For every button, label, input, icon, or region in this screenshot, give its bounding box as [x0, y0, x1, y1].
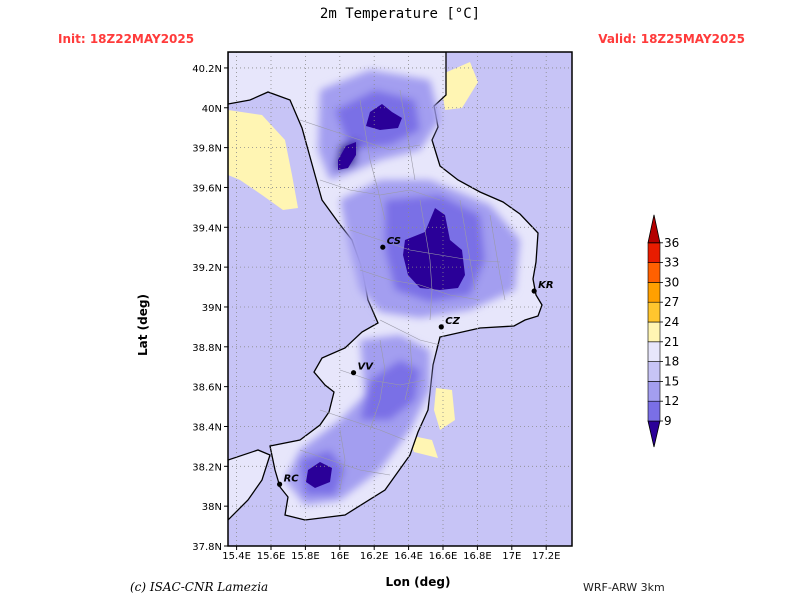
colorbar-label: 36 — [664, 236, 679, 250]
city-label: VV — [358, 362, 375, 373]
cold-cores — [306, 104, 465, 488]
lat-tick-label: 38.4N — [192, 422, 222, 433]
city-label: RC — [284, 473, 300, 484]
map-title: 2m Temperature [°C] — [319, 6, 481, 22]
colorbar-label: 12 — [664, 394, 679, 408]
colorbar-label: 33 — [664, 256, 679, 270]
colorbar-bottom-arrow — [647, 420, 661, 448]
lat-tick-label: 37.8N — [192, 542, 222, 553]
valid-time-label: Valid: 18Z25MAY2025 — [598, 32, 745, 46]
lat-tick-label: 39N — [202, 303, 222, 314]
colorbar-cell — [647, 282, 661, 303]
colorbar-label: 27 — [664, 295, 679, 309]
lon-tick-label: 15.6E — [257, 551, 286, 562]
city-dot — [531, 288, 537, 294]
warm-patch-east — [434, 388, 455, 430]
lat-tick-label: 39.4N — [192, 223, 222, 234]
init-time-label: Init: 18Z22MAY2025 — [58, 32, 195, 46]
colorbar-cell — [647, 381, 661, 402]
city-dot — [350, 370, 357, 376]
lat-tick-label: 40.2N — [192, 64, 222, 75]
lon-tick-label: 16E — [330, 551, 349, 562]
city-label: CS — [387, 236, 401, 247]
lon-tick-label: 16.8E — [463, 551, 492, 562]
lat-tick-label: 40N — [202, 104, 222, 115]
lat-tick-label: 39.2N — [192, 263, 222, 274]
city-dot — [380, 244, 386, 250]
lon-tick-label: 16.4E — [394, 551, 423, 562]
lat-tick-label: 38.6N — [192, 383, 222, 394]
lat-tick-label: 39.6N — [192, 183, 222, 194]
colorbar-label: 24 — [664, 315, 679, 329]
lat-axis: 40.2N 40N 39.8N 39.6N 39.4N 39.2N 39N 38.8N 38.6… — [192, 64, 228, 553]
colorbar-cell — [647, 361, 661, 382]
lon-tick-label: 17.2E — [532, 551, 561, 562]
colorbar-label: 9 — [664, 414, 672, 428]
lat-tick-label: 38N — [202, 502, 222, 513]
colorbar-cell — [647, 400, 661, 422]
colorbar-label: 15 — [664, 374, 679, 388]
lon-tick-label: 16.2E — [360, 551, 389, 562]
colorbar-label: 30 — [664, 275, 679, 289]
lat-tick-label: 38.2N — [192, 462, 222, 473]
admin-borders — [299, 89, 506, 491]
colorbar: 9 12 15 18 21 24 27 30 33 36 — [647, 214, 679, 448]
city-dot — [438, 324, 444, 330]
lon-tick-label: 16.6E — [429, 551, 458, 562]
colorbar-label: 18 — [664, 355, 679, 369]
lon-tick-label: 15.8E — [291, 551, 320, 562]
city-markers: CS KR CZ VV RC — [277, 236, 554, 487]
colorbar-cell — [647, 262, 661, 283]
x-axis-label: Lon (deg) — [385, 575, 451, 589]
colorbar-top-arrow — [647, 214, 661, 244]
plot-frame — [227, 51, 573, 547]
lon-tick-label: 15.4E — [222, 551, 251, 562]
colorbar-cell — [647, 242, 661, 263]
credit-text: (c) ISAC-CNR Lamezia — [130, 580, 269, 594]
city-label: CZ — [445, 316, 460, 327]
lat-tick-label: 38.8N — [192, 343, 222, 354]
warm-patch-north — [440, 62, 478, 110]
colorbar-cell — [647, 321, 661, 343]
colorbar-cell — [647, 301, 661, 323]
warm-patch-west — [228, 110, 298, 210]
city-dot — [277, 481, 283, 487]
city-label: KR — [538, 280, 553, 291]
sicily-land — [228, 449, 271, 521]
lon-tick-label: 17E — [502, 551, 521, 562]
lon-axis: 15.4E 15.6E 15.8E 16E 16.2E 16.4E 16.6E 16.8E 17… — [222, 546, 560, 562]
colorbar-label: 21 — [664, 335, 679, 349]
colorbar-cell — [647, 341, 661, 362]
model-label: WRF-ARW 3km — [583, 581, 665, 594]
lat-tick-label: 39.8N — [192, 144, 222, 155]
